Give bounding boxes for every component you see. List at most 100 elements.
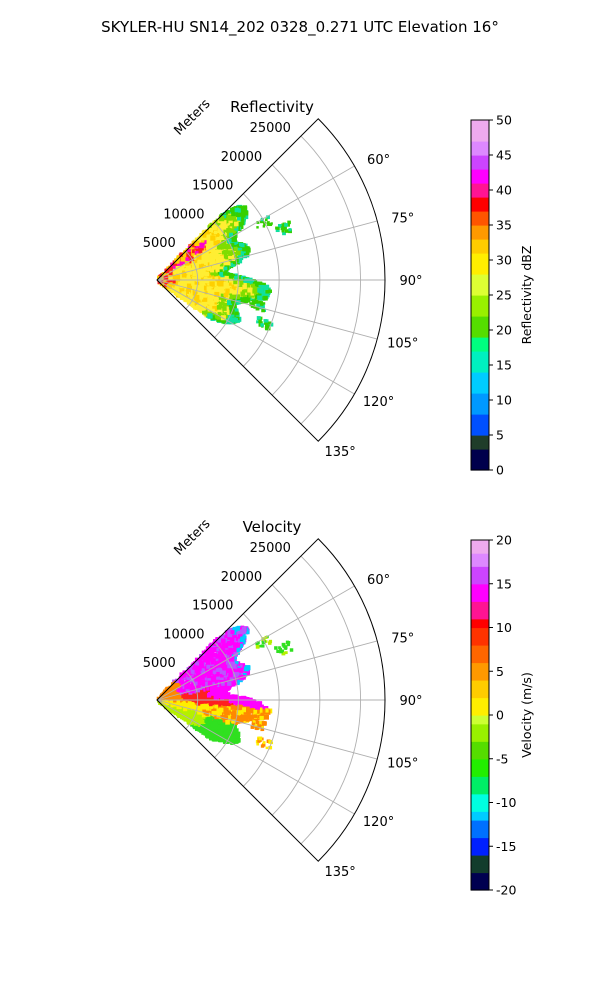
echo-pixel xyxy=(207,313,213,319)
echo-pixel xyxy=(191,260,195,265)
sector-frame xyxy=(156,118,386,442)
echo-pixel xyxy=(184,258,190,264)
echo-pixel xyxy=(174,258,180,264)
echo-cell-pixel xyxy=(269,223,273,227)
echo-pixel xyxy=(203,260,208,265)
echo-pixel xyxy=(203,254,207,259)
echo-pixel xyxy=(226,275,232,281)
echo-pixel xyxy=(258,291,263,296)
colorbar-tick-label: 0 xyxy=(496,463,504,478)
colorbar-band xyxy=(471,183,489,198)
echo-pixel xyxy=(194,251,199,255)
echo-pixel xyxy=(224,314,228,318)
echo-pixel xyxy=(229,297,233,301)
echo-pixel xyxy=(172,274,177,279)
echo-pixel xyxy=(202,257,207,262)
echo-pixel xyxy=(231,287,237,293)
echo-pixel xyxy=(193,301,198,306)
echo-pixel xyxy=(228,258,233,263)
echo-pixel xyxy=(166,280,171,284)
echo-pixel xyxy=(233,308,239,314)
echo-pixel xyxy=(235,250,241,256)
echo-pixel xyxy=(211,225,217,231)
echo-pixel xyxy=(180,256,186,262)
echo-pixel xyxy=(192,279,198,285)
echo-pixel xyxy=(192,276,198,282)
echo-pixel xyxy=(196,254,202,260)
echo-cell-pixel xyxy=(267,223,270,226)
echo-pixel xyxy=(197,260,201,265)
echo-pixel xyxy=(263,295,268,301)
echo-cell-pixel xyxy=(260,219,264,224)
echo-pixel xyxy=(168,266,173,271)
colorbar-band xyxy=(471,435,489,450)
echo-pixel xyxy=(213,230,218,235)
echo-pixel xyxy=(186,271,190,275)
echo-pixel xyxy=(234,254,238,259)
echo-pixel xyxy=(257,287,263,293)
echo-pixel xyxy=(240,285,245,290)
echo-cell-pixel xyxy=(266,215,270,220)
echo-pixel xyxy=(213,265,218,270)
echo-pixel xyxy=(228,251,233,256)
azimuth-line xyxy=(156,279,378,340)
echo-pixel xyxy=(185,290,190,294)
echo-pixel xyxy=(238,253,243,258)
azimuth-label: 135° xyxy=(324,445,355,460)
echo-pixel xyxy=(217,269,223,275)
echo-pixel xyxy=(221,220,227,226)
echo-pixel xyxy=(185,264,191,270)
range-label: 25000 xyxy=(250,121,291,136)
echo-pixel xyxy=(172,280,176,284)
echo-cell-pixel xyxy=(260,302,264,306)
echo-pixel xyxy=(236,258,243,264)
echo-pixel xyxy=(181,272,187,278)
echo-pixel xyxy=(229,275,233,279)
echo-pixel xyxy=(219,242,225,248)
echo-pixel xyxy=(219,291,223,295)
echo-pixel xyxy=(187,270,192,275)
echo-pixel xyxy=(236,298,241,302)
echo-pixel xyxy=(249,290,255,296)
colorbar-tick-label: 40 xyxy=(496,183,512,198)
echo-pixel xyxy=(246,284,251,288)
echo-pixel xyxy=(199,281,205,288)
colorbar-tick-label: 50 xyxy=(496,113,512,128)
echo-pixel xyxy=(243,281,247,286)
echo-pixel xyxy=(190,249,195,254)
colorbar-tick-label: 25 xyxy=(496,288,512,303)
echo-pixel xyxy=(251,286,257,291)
echo-pixel xyxy=(236,246,241,251)
echo-pixel xyxy=(228,232,234,237)
colorbar-tick-label: 35 xyxy=(496,218,512,233)
echo-pixel xyxy=(168,275,173,280)
echo-pixel xyxy=(207,266,212,271)
echo-pixel xyxy=(241,219,245,223)
echo-cell-pixel xyxy=(264,218,268,222)
echo-pixel xyxy=(226,214,232,220)
azimuth-line xyxy=(156,279,355,395)
figure-title: SKYLER-HU SN14_202 0328_0.271 UTC Elevat… xyxy=(101,18,499,37)
echo-cell-pixel xyxy=(286,223,290,227)
echo-pixel xyxy=(223,227,228,232)
echo-pixel xyxy=(215,289,220,295)
azimuth-label: 60° xyxy=(367,153,390,168)
echo-pixel xyxy=(209,281,215,287)
echo-pixel xyxy=(201,296,208,302)
echo-pixel xyxy=(207,233,212,238)
echo-pixel xyxy=(205,229,210,235)
echo-pixel xyxy=(210,304,214,308)
echo-pixel xyxy=(243,210,249,216)
echo-pixel xyxy=(242,206,248,211)
echo-pixel xyxy=(239,205,245,211)
echo-pixel xyxy=(231,240,237,245)
echo-cell-pixel xyxy=(263,319,268,323)
echo-pixel xyxy=(204,257,210,263)
echo-pixel xyxy=(220,223,226,229)
echo-pixel xyxy=(221,250,226,255)
velocity-panel: Velocity 60°75°90°105°120°135°5000100001… xyxy=(143,516,534,897)
echo-pixel xyxy=(172,268,178,273)
echo-pixel xyxy=(242,294,247,299)
colorbar-tick-label: 5 xyxy=(496,428,504,443)
